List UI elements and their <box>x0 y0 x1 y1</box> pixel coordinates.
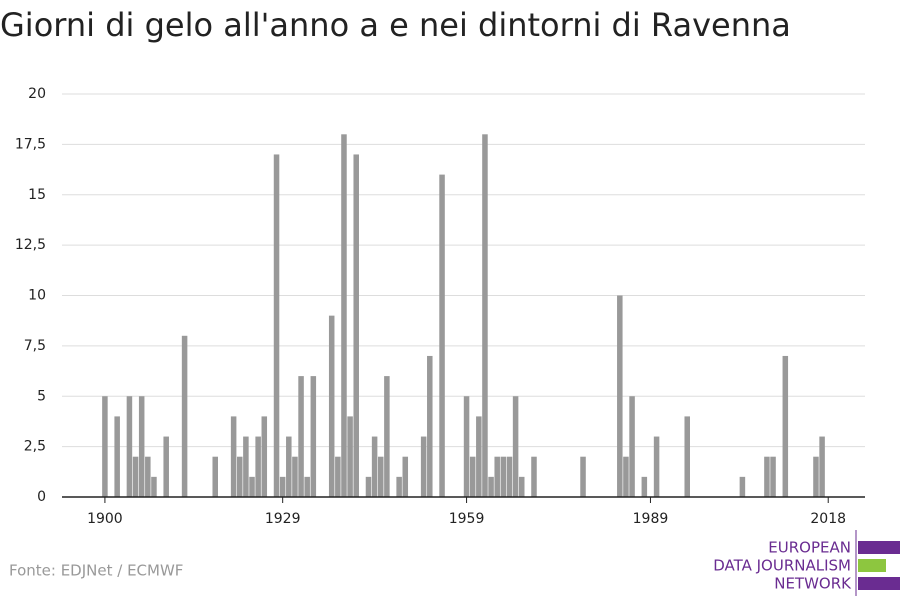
bar <box>255 436 261 497</box>
bar <box>512 396 519 497</box>
bar <box>384 376 390 497</box>
bar <box>488 476 494 497</box>
bar <box>476 416 482 497</box>
bar <box>279 476 286 497</box>
bar <box>212 456 219 497</box>
bar <box>335 456 341 497</box>
bar <box>739 476 746 497</box>
bar <box>353 154 359 497</box>
y-tick-label: 17,5 <box>15 136 46 152</box>
bar <box>427 355 433 497</box>
bar <box>126 396 133 497</box>
y-tick-label: 15 <box>28 187 46 203</box>
bar <box>819 436 825 497</box>
bar <box>813 456 819 497</box>
logo-text: DATA JOURNALISM <box>713 557 851 575</box>
bar <box>629 396 635 497</box>
y-tick-label: 20 <box>28 86 46 102</box>
bar <box>138 396 145 497</box>
bar <box>237 456 243 497</box>
logo-bar <box>858 577 900 590</box>
bar <box>482 134 488 498</box>
bar <box>641 476 648 497</box>
bar <box>145 456 151 497</box>
bar <box>328 315 335 497</box>
bar <box>347 416 353 497</box>
y-tick-label: 7,5 <box>24 338 46 354</box>
y-tick-label: 0 <box>37 489 46 505</box>
bar <box>402 456 409 497</box>
bar <box>518 476 525 497</box>
bar <box>580 456 586 497</box>
x-tick-label: 1959 <box>449 511 485 527</box>
bar <box>396 476 402 497</box>
bar <box>151 476 157 497</box>
bar <box>132 456 139 497</box>
y-tick-label: 5 <box>37 388 46 404</box>
bar <box>463 396 470 497</box>
bar <box>298 376 304 497</box>
bar <box>653 436 660 497</box>
y-tick-label: 12,5 <box>15 237 46 253</box>
bar <box>531 456 537 497</box>
bar <box>371 436 378 497</box>
bar <box>623 456 629 497</box>
logo-bar <box>858 559 886 572</box>
bar <box>341 134 347 498</box>
bar <box>163 436 169 497</box>
y-tick-label: 10 <box>28 288 46 304</box>
bar <box>310 376 317 497</box>
bar <box>261 416 268 497</box>
logo-text: EUROPEAN <box>768 539 851 557</box>
logo-text: NETWORK <box>774 575 852 593</box>
x-tick-label: 1900 <box>87 511 123 527</box>
bar <box>181 335 188 497</box>
bar <box>500 456 507 497</box>
bar <box>292 456 298 497</box>
bar <box>764 456 770 497</box>
bar <box>617 295 623 497</box>
bar <box>230 416 237 497</box>
bar <box>102 396 108 497</box>
y-tick-label: 2,5 <box>24 439 46 455</box>
bar <box>469 456 476 497</box>
x-tick-label: 1989 <box>633 511 669 527</box>
bar <box>684 416 690 497</box>
bar <box>365 476 372 497</box>
bar <box>420 436 427 497</box>
bar <box>494 456 500 497</box>
bar <box>770 456 776 497</box>
bar <box>273 154 280 497</box>
bar <box>782 355 789 497</box>
x-tick-label: 2018 <box>810 511 846 527</box>
x-tick-label: 1929 <box>265 511 301 527</box>
bar <box>377 456 384 497</box>
bar <box>249 476 255 497</box>
bar <box>506 456 513 497</box>
bar <box>243 436 249 497</box>
bar <box>304 476 310 497</box>
logo-bar <box>858 541 900 554</box>
chart-title: Giorni di gelo all'anno a e nei dintorni… <box>0 6 791 44</box>
source: Fonte: EDJNet / ECMWF <box>9 562 183 580</box>
bar <box>286 436 292 497</box>
bar <box>114 416 120 497</box>
bar <box>439 174 445 497</box>
